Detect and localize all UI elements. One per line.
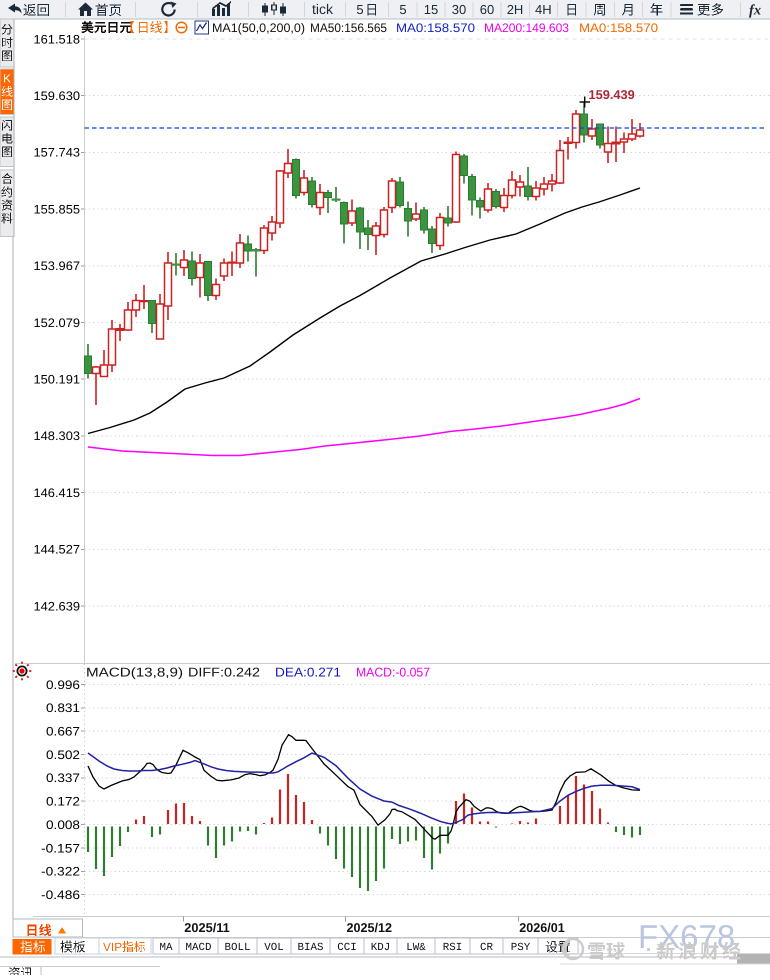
svg-text:153.967: 153.967	[34, 259, 81, 273]
svg-text:159.439: 159.439	[589, 87, 635, 102]
svg-text:fx: fx	[749, 3, 761, 19]
svg-text:5: 5	[399, 2, 406, 17]
svg-text:KDJ: KDJ	[371, 942, 390, 954]
svg-text:CCI: CCI	[337, 942, 356, 954]
svg-text:0.831: 0.831	[46, 701, 80, 715]
svg-text:2026/01: 2026/01	[519, 920, 565, 935]
svg-text:PSY: PSY	[511, 942, 531, 954]
svg-text:159.630: 159.630	[34, 89, 81, 103]
svg-text:155.855: 155.855	[34, 202, 81, 216]
svg-text:0.008: 0.008	[46, 818, 80, 832]
svg-text:RSI: RSI	[443, 942, 462, 954]
svg-text:2025/11: 2025/11	[184, 920, 230, 935]
svg-text:-0.486: -0.486	[41, 888, 80, 902]
svg-text:LW&: LW&	[406, 942, 426, 954]
svg-text:146.415: 146.415	[34, 486, 81, 500]
svg-text:FX678: FX678	[638, 918, 735, 955]
svg-text:BOLL: BOLL	[225, 942, 251, 954]
svg-text:V: V	[103, 940, 111, 954]
svg-text:MA0:158.570: MA0:158.570	[396, 21, 475, 35]
svg-text:MACD: MACD	[186, 942, 212, 954]
svg-text:P: P	[114, 940, 122, 954]
svg-text:0.172: 0.172	[46, 795, 80, 809]
svg-text:142.639: 142.639	[34, 599, 81, 613]
svg-text:CR: CR	[480, 942, 493, 954]
svg-text:I: I	[111, 940, 114, 954]
svg-text:152.079: 152.079	[34, 316, 81, 330]
svg-text:BIAS: BIAS	[298, 942, 324, 954]
svg-text:30: 30	[452, 2, 466, 17]
svg-text:0.337: 0.337	[46, 771, 80, 785]
svg-text:0.667: 0.667	[46, 725, 80, 739]
svg-text:-0.322: -0.322	[41, 865, 80, 879]
svg-text:157.743: 157.743	[34, 146, 81, 160]
svg-text:MA0:158.570: MA0:158.570	[579, 21, 658, 35]
svg-text:2H: 2H	[507, 2, 524, 17]
svg-text:60: 60	[480, 2, 494, 17]
svg-text:MACD:-0.057: MACD:-0.057	[356, 665, 430, 680]
svg-text:K: K	[3, 72, 11, 86]
svg-text:148.303: 148.303	[34, 429, 81, 443]
svg-text:144.527: 144.527	[34, 543, 81, 557]
svg-text:2025/12: 2025/12	[347, 920, 393, 935]
svg-text:150.191: 150.191	[34, 373, 81, 387]
svg-text:DEA:0.271: DEA:0.271	[275, 665, 341, 680]
svg-text:VOL: VOL	[264, 942, 283, 954]
svg-text:DIFF:0.242: DIFF:0.242	[188, 665, 260, 680]
svg-text:MA200:149.603: MA200:149.603	[484, 21, 569, 35]
svg-text:MA: MA	[160, 942, 173, 954]
svg-text:15: 15	[424, 2, 438, 17]
svg-text:0.996: 0.996	[46, 678, 80, 692]
svg-text:161.518: 161.518	[34, 32, 81, 46]
svg-text:4H: 4H	[535, 2, 552, 17]
svg-text:-0.157: -0.157	[41, 841, 80, 855]
svg-text:MA50:156.565: MA50:156.565	[310, 21, 387, 35]
svg-text:tick: tick	[312, 1, 334, 17]
svg-text:5: 5	[356, 2, 363, 17]
svg-text:0.502: 0.502	[46, 748, 80, 762]
svg-text:MACD(13,8,9): MACD(13,8,9)	[86, 665, 183, 680]
svg-text:MA1(50,0,200,0): MA1(50,0,200,0)	[212, 21, 305, 35]
